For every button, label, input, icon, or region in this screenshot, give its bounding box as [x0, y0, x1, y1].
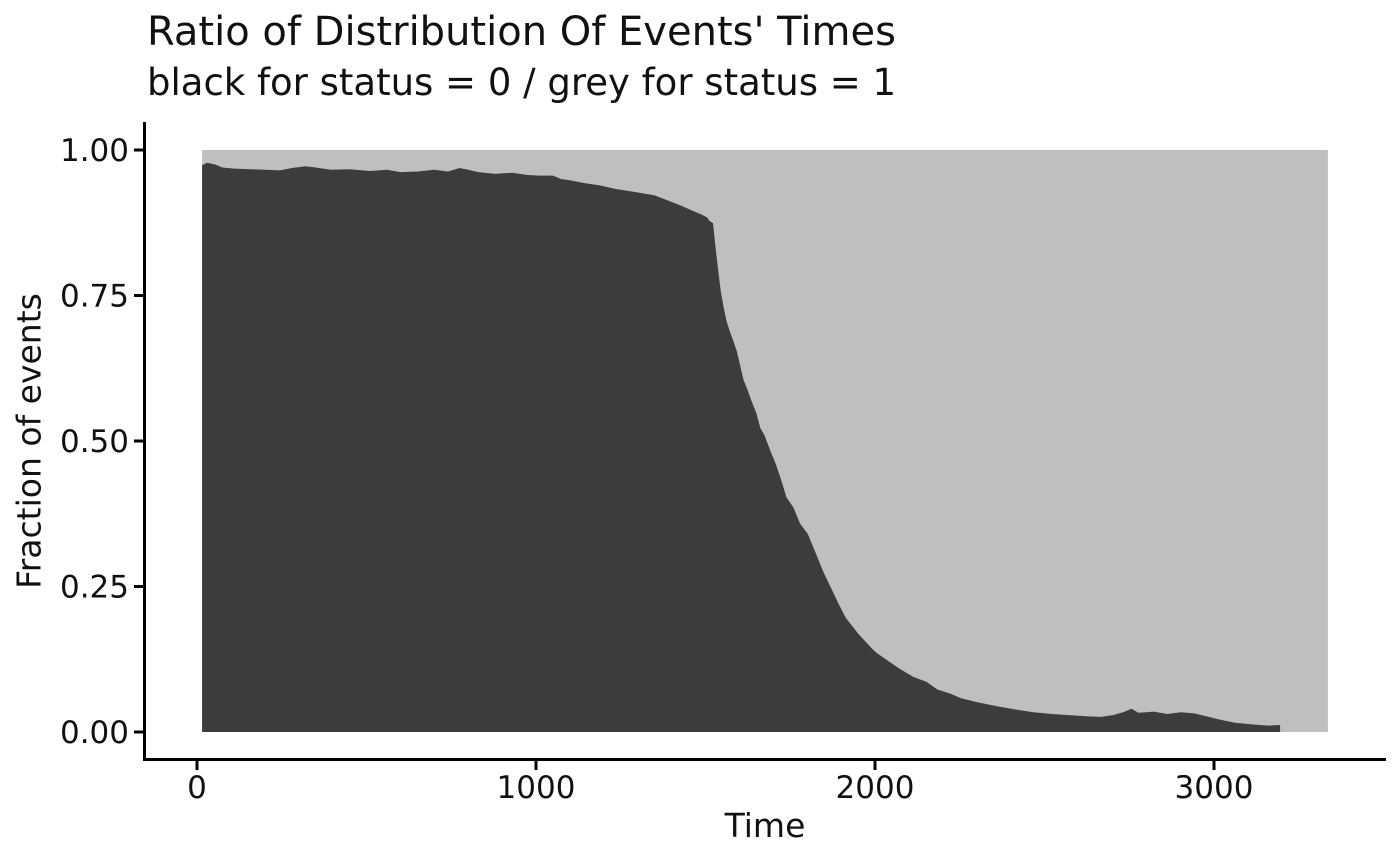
y-tick-label: 0.25	[60, 570, 129, 606]
chart-title: Ratio of Distribution Of Events' Times	[147, 9, 896, 55]
black-area-status-0	[202, 162, 1281, 733]
x-tick-label: 3000	[1175, 770, 1254, 806]
x-tick-label: 1000	[497, 770, 576, 806]
y-tick-label: 1.00	[60, 133, 129, 169]
x-axis-title: Time	[724, 806, 806, 845]
y-tick-label: 0.75	[60, 279, 129, 315]
x-tick-label: 2000	[836, 770, 915, 806]
chart-subtitle: black for status = 0 / grey for status =…	[147, 61, 897, 104]
x-tick-label: 0	[187, 770, 207, 806]
y-tick-label: 0.50	[60, 424, 129, 460]
y-tick-label: 0.00	[60, 715, 129, 751]
